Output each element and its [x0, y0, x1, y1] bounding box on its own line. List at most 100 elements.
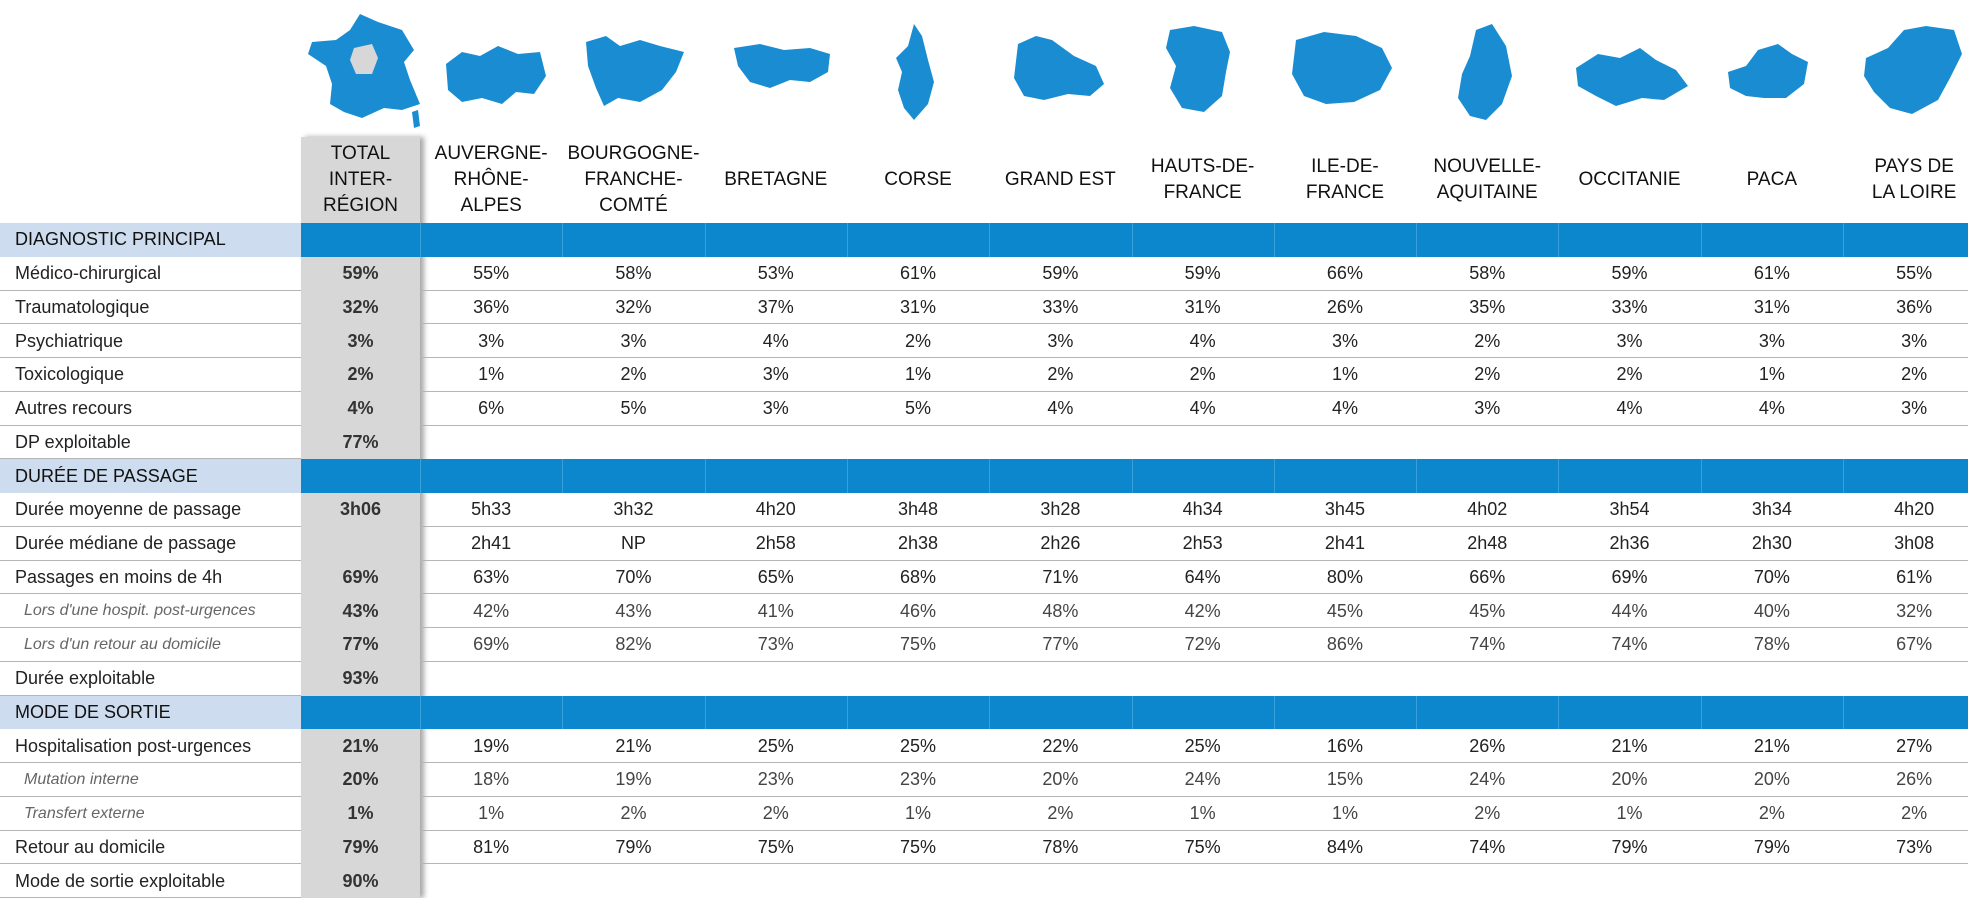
row-separator: [420, 627, 1968, 628]
row-separator: [0, 627, 301, 628]
band-divider: [1416, 459, 1418, 493]
region-value: 20%: [1753, 769, 1790, 790]
row-separator: [0, 863, 301, 865]
region-value: 53%: [757, 263, 794, 284]
row-label: Passages en moins de 4h: [15, 566, 223, 587]
region-value: 26%: [1469, 735, 1506, 756]
row-label: Retour au domicile: [15, 836, 166, 857]
region-value: 4%: [1616, 398, 1643, 419]
row-separator: [0, 694, 301, 696]
region-value: 59%: [1042, 263, 1079, 284]
band-divider: [846, 695, 848, 730]
region-value: 81%: [473, 836, 510, 857]
region-value: 55%: [1896, 263, 1933, 284]
band-divider: [562, 223, 564, 257]
header-line: RHÔNE-: [453, 169, 529, 190]
region-value: 2h53: [1182, 533, 1223, 554]
region-value: 5%: [620, 398, 647, 419]
band-divider: [420, 695, 421, 730]
band-divider: [704, 695, 706, 730]
row-separator: [420, 289, 1968, 291]
band-divider: [989, 223, 991, 257]
region-value: 3h48: [898, 499, 939, 520]
region-value: 44%: [1611, 600, 1648, 621]
header-line: PAYS DE: [1874, 156, 1954, 177]
region-value: 21%: [1611, 735, 1648, 756]
region-value: 75%: [757, 836, 794, 857]
region-value: 58%: [1469, 263, 1506, 284]
region-value: 2%: [1616, 364, 1643, 385]
region-value: 42%: [473, 600, 510, 621]
band-divider: [420, 223, 421, 257]
region-value: 1%: [1189, 803, 1216, 824]
row-separator: [0, 323, 301, 325]
region-value: 18%: [473, 769, 510, 790]
region-value: 86%: [1326, 634, 1363, 655]
region-value: 77%: [1042, 634, 1079, 655]
region-value: 2h41: [471, 533, 512, 554]
region-value: 20%: [1611, 769, 1648, 790]
total-value: 79%: [342, 836, 379, 857]
region-value: 2h58: [755, 533, 796, 554]
region-value: 3h54: [1609, 499, 1650, 520]
total-value: 20%: [342, 769, 379, 790]
region-value: 2%: [1474, 803, 1501, 824]
region-value: 24%: [1469, 769, 1506, 790]
region-maps: [308, 14, 1962, 128]
region-value: 2h48: [1467, 533, 1508, 554]
region-value: 4h34: [1182, 499, 1223, 520]
region-value: 1%: [905, 364, 932, 385]
region-value: 2%: [762, 803, 789, 824]
row-separator: [0, 559, 301, 561]
region-value: 75%: [900, 836, 937, 857]
region-value: 3h28: [1040, 499, 1081, 520]
region-value: 4h02: [1467, 499, 1508, 520]
region-value: 2h41: [1324, 533, 1365, 554]
region-value: 4h20: [1894, 499, 1935, 520]
region-value: 73%: [757, 634, 794, 655]
total-column: [301, 137, 420, 898]
region-value: 1%: [478, 803, 505, 824]
row-separator: [420, 863, 1968, 865]
total-value: 3h06: [339, 499, 382, 520]
row-label: Psychiatrique: [15, 330, 124, 351]
header-line: AQUITAINE: [1436, 182, 1538, 203]
region-value: 3h45: [1324, 499, 1365, 520]
region-value: 21%: [1753, 735, 1790, 756]
region-value: 37%: [757, 296, 794, 317]
header-line: AUVERGNE-: [434, 143, 548, 164]
region-value: 75%: [900, 634, 937, 655]
row-separator: [0, 829, 301, 831]
total-value: 93%: [342, 668, 379, 689]
region-value: 45%: [1326, 600, 1363, 621]
band-divider: [1416, 223, 1418, 257]
france-map: [308, 14, 420, 128]
header-line: OCCITANIE: [1578, 169, 1681, 190]
band-divider: [1700, 459, 1702, 493]
region-value: 75%: [1184, 836, 1221, 857]
total-value: 21%: [342, 735, 379, 756]
band-divider: [1273, 459, 1275, 493]
total-value: 77%: [342, 634, 379, 655]
region-value: 31%: [1753, 296, 1790, 317]
region-value: 61%: [1753, 263, 1790, 284]
total-value: 77%: [342, 431, 379, 452]
header-line: BRETAGNE: [724, 169, 828, 190]
row-separator: [0, 458, 301, 460]
region-value: 1%: [905, 803, 932, 824]
band-divider: [1131, 223, 1133, 257]
row-separator: [420, 795, 1968, 797]
band-divider: [704, 223, 706, 257]
region-value: 16%: [1326, 735, 1363, 756]
region-value: 25%: [757, 735, 794, 756]
region-value: 79%: [615, 836, 652, 857]
row-separator: [420, 559, 1968, 561]
region-value: 3h34: [1751, 499, 1792, 520]
section-title: DIAGNOSTIC PRINCIPAL: [0, 223, 301, 257]
row-separator: [420, 660, 1968, 662]
region-value: 2%: [1901, 364, 1928, 385]
total-value: 32%: [342, 296, 379, 317]
band-divider: [1131, 695, 1133, 730]
header-line: LA LOIRE: [1871, 182, 1957, 203]
region-value: 61%: [1896, 566, 1933, 587]
